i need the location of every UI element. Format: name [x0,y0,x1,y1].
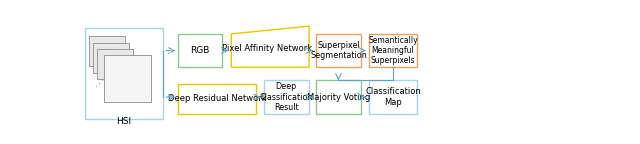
Text: Semantically
Meaningful
Superpixels: Semantically Meaningful Superpixels [368,36,418,65]
FancyBboxPatch shape [104,55,151,102]
Text: RGB: RGB [190,46,210,55]
Text: Pixel Affinity Network: Pixel Affinity Network [223,44,312,53]
FancyBboxPatch shape [316,34,361,67]
FancyBboxPatch shape [93,43,129,73]
FancyBboxPatch shape [178,34,222,67]
Polygon shape [231,26,309,67]
FancyBboxPatch shape [369,80,417,114]
Text: · · ·: · · · [95,78,107,90]
Text: Deep
Classification
Result: Deep Classification Result [260,82,313,112]
FancyBboxPatch shape [97,49,132,79]
FancyBboxPatch shape [85,28,163,119]
Text: Superpixel
Segmentation: Superpixel Segmentation [310,41,367,60]
Text: Classification
Map: Classification Map [365,87,421,107]
FancyBboxPatch shape [89,36,125,66]
Text: HSI: HSI [116,117,132,126]
Text: Majority Voting: Majority Voting [307,93,370,102]
Text: Deep Residual Network: Deep Residual Network [168,94,266,103]
FancyBboxPatch shape [264,80,309,114]
FancyBboxPatch shape [316,80,361,114]
Polygon shape [178,84,256,114]
FancyBboxPatch shape [369,34,417,67]
